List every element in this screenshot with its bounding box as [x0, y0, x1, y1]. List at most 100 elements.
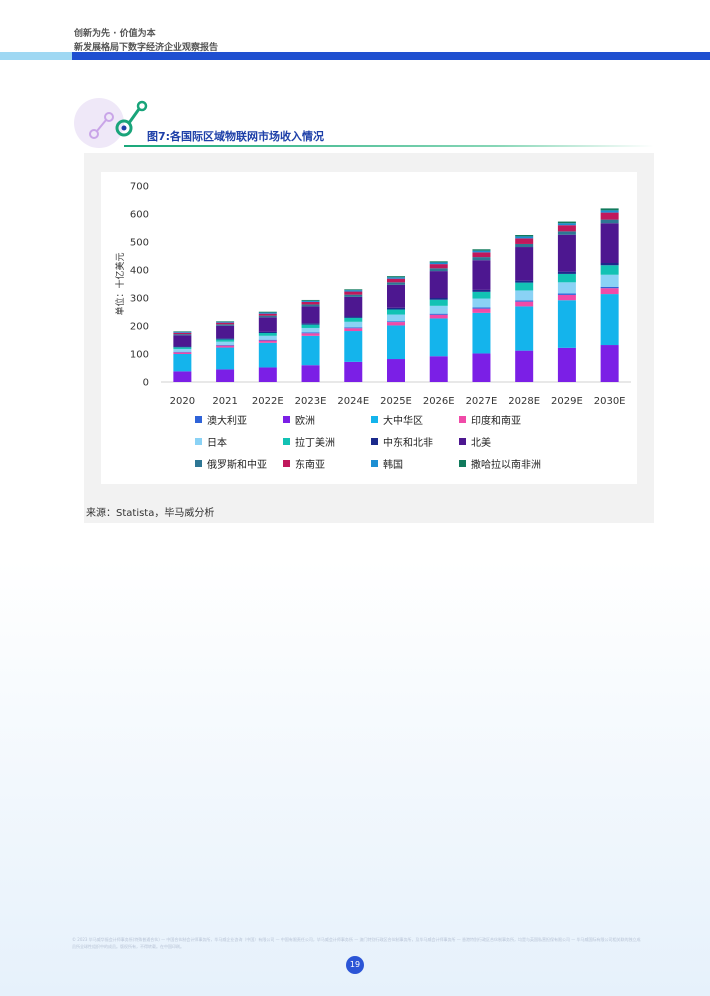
y-tick-label: 700 [130, 182, 149, 193]
bar-segment [258, 315, 277, 318]
legend-label: 韩国 [383, 458, 403, 471]
legend-label: 中东和北非 [383, 436, 433, 449]
x-tick-label: 2021 [212, 396, 237, 407]
y-tick-label: 600 [130, 210, 149, 221]
bar-segment [344, 296, 363, 317]
bar-segment [429, 356, 448, 382]
bar-segment [600, 219, 619, 224]
bar-segment [472, 252, 491, 258]
bar-segment [387, 276, 405, 278]
bar-segment [173, 351, 192, 353]
bar-segment [515, 282, 534, 291]
bar-segment [301, 301, 320, 305]
bar-segment [557, 231, 576, 235]
x-tick-label: 2029E [551, 396, 583, 407]
bar-segment [387, 321, 405, 323]
x-tick-label: 2020 [170, 396, 195, 407]
bar-segment [600, 212, 619, 220]
y-axis-title: 单位：十亿美元 [114, 252, 126, 315]
bar-segment [344, 321, 363, 328]
bar-segment [258, 367, 277, 382]
bar-segment [387, 359, 405, 382]
bar-segment [344, 294, 363, 297]
y-tick-label: 300 [130, 294, 149, 305]
x-tick-label: 2022E [252, 396, 284, 407]
bar-segment [515, 238, 534, 244]
bar-segment [472, 289, 491, 292]
page-number: 19 [346, 956, 364, 974]
bar-segment [557, 234, 576, 272]
legend-label: 大中华区 [383, 414, 423, 427]
bar-segment [472, 250, 491, 253]
x-tick-label: 2030E [594, 396, 626, 407]
bar-segment [301, 304, 320, 307]
bar-segment [301, 324, 320, 328]
bar-segment [429, 313, 448, 315]
y-tick-label: 400 [130, 266, 149, 277]
bar-segment [173, 347, 192, 349]
bar-segment [258, 340, 277, 343]
legend-label: 拉丁美洲 [295, 436, 335, 449]
bar-segment [301, 332, 320, 334]
bar-segment [216, 321, 235, 323]
bar-segment [472, 353, 491, 382]
legend-label: 北美 [471, 436, 491, 449]
bar-segment [216, 339, 235, 342]
bar-segment [515, 235, 534, 237]
bar-segment [472, 291, 491, 299]
bar-segment [344, 327, 363, 329]
legend-label: 印度和南亚 [471, 414, 521, 427]
bar-segment [515, 290, 534, 301]
y-tick-label: 0 [143, 378, 149, 389]
bar-segment [216, 324, 235, 326]
bar-segment [216, 341, 235, 346]
bar-segment [258, 342, 277, 368]
bar-segment [344, 331, 363, 362]
x-tick-label: 2024E [337, 396, 369, 407]
legend-label: 日本 [207, 436, 227, 449]
bar-segment [600, 286, 619, 289]
bar-segment [515, 301, 534, 307]
bar-segment [557, 273, 576, 283]
bar-segment [301, 300, 320, 302]
bar-segment [515, 306, 534, 351]
legend-label: 俄罗斯和中亚 [207, 458, 267, 471]
bar-segment [600, 263, 619, 266]
bar-segment [557, 271, 576, 274]
bar-segment [472, 249, 491, 251]
x-tick-label: 2028E [508, 396, 540, 407]
legend-swatch [459, 438, 466, 445]
legend-swatch [195, 438, 202, 445]
header-accent-bar-dark [72, 52, 710, 60]
legend-swatch [459, 460, 466, 467]
bar-segment [472, 312, 491, 354]
bar-segment [301, 323, 320, 325]
bar-segment [429, 264, 448, 269]
bar-segment [301, 335, 320, 366]
bar-segment [344, 291, 363, 295]
bar-segment [472, 307, 491, 309]
bar-segment [387, 277, 405, 279]
bar-segment [173, 346, 192, 348]
bar-segment [429, 318, 448, 357]
bar-segment [173, 348, 192, 352]
bar-segment [258, 311, 277, 313]
bar-segment [216, 347, 235, 370]
bar-segment [216, 345, 235, 346]
legend-swatch [283, 460, 290, 467]
y-tick-label: 200 [130, 322, 149, 333]
bar-segment [173, 332, 192, 335]
bar-segment [600, 274, 619, 287]
bar-segment [258, 331, 277, 333]
bar-segment [515, 350, 534, 382]
bar-segment [387, 325, 405, 360]
bar-segment [301, 333, 320, 336]
bar-segment [387, 314, 405, 322]
header-report-title: 新发展格局下数字经济企业观察报告 [74, 43, 219, 53]
bar-segment [344, 316, 363, 318]
bar-segment [429, 299, 448, 306]
bar-segment [515, 243, 534, 248]
bar-segment [557, 293, 576, 295]
bar-segment [472, 260, 491, 290]
bar-segment [600, 345, 619, 382]
